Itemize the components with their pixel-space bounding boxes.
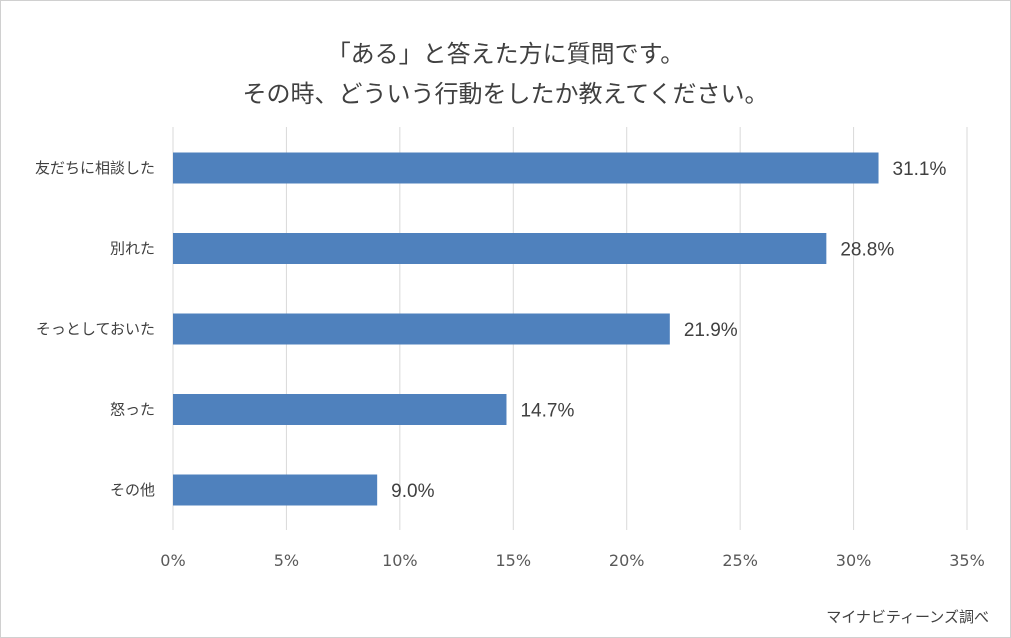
- category-label: 怒った: [110, 401, 155, 419]
- bar-4: [173, 474, 378, 506]
- x-tick-label: 35%: [949, 551, 985, 570]
- chart-title-line-2: その時、どういう行動をしたか教えてください。: [242, 80, 769, 108]
- data-label: 28.8%: [840, 240, 894, 261]
- category-label: 別れた: [110, 240, 155, 258]
- x-tick-label: 30%: [836, 551, 872, 570]
- x-tick-label: 10%: [382, 551, 418, 570]
- x-tick-label: 20%: [609, 551, 645, 570]
- category-label: そっとしておいた: [36, 320, 155, 338]
- data-label: 31.1%: [893, 159, 947, 180]
- chart-title-line-1: 「ある」と答えた方に質問です。: [326, 40, 685, 68]
- bar-2: [173, 313, 670, 345]
- category-label: その他: [110, 481, 155, 499]
- x-tick-label: 5%: [274, 551, 299, 570]
- bar-1: [173, 233, 827, 264]
- category-label: 友だちに相談した: [35, 159, 155, 177]
- bar-0: [173, 152, 879, 184]
- bar-3: [173, 394, 507, 425]
- data-label: 9.0%: [391, 481, 434, 502]
- data-label: 14.7%: [520, 401, 574, 422]
- x-tick-label: 0%: [160, 551, 185, 570]
- source-note: マイナビティーンズ調べ: [826, 608, 989, 626]
- data-label: 21.9%: [684, 320, 738, 341]
- x-tick-label: 15%: [496, 551, 532, 570]
- x-tick-label: 25%: [722, 551, 758, 570]
